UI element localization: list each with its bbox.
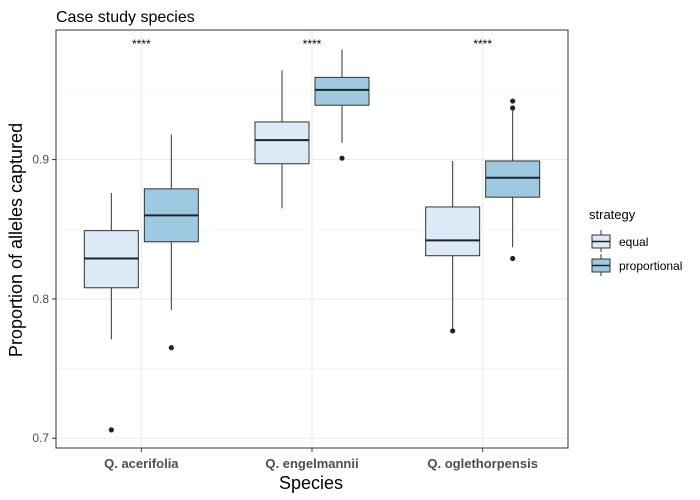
box-equal [254,121,310,165]
x-tick-label: Q. engelmannii [265,456,358,471]
x-tick-label: Q. acerifolia [104,456,179,471]
box-proportional [485,160,541,198]
outlier-point [450,328,456,334]
significance-label: **** [473,37,492,51]
box-equal [425,206,481,257]
outlier-point [108,427,114,433]
y-tick-label: 0.8 [32,292,49,306]
x-tick-label: Q. oglethorpensis [427,456,538,471]
significance-label: **** [303,37,322,51]
legend-label: proportional [619,259,682,273]
x-axis-title: Species [279,473,343,493]
legend: strategy equal proportional [589,207,682,276]
y-axis-title: Proportion of alleles captured [6,123,26,357]
outlier-point [168,345,174,351]
significance-label: **** [132,37,151,51]
outlier-point [339,155,345,161]
legend-title: strategy [589,207,636,222]
outlier-point [510,98,516,104]
y-tick-label: 0.9 [32,153,49,167]
legend-label: equal [619,235,648,249]
outlier-point [510,105,516,111]
y-tick-label: 0.7 [32,431,49,445]
box-proportional [314,76,370,106]
plot-area: **** **** **** 0.7 0.8 0.9 Q. acerifolia Q. eng… [32,29,569,471]
outlier-point [510,255,516,262]
chart-title: Case study species [56,9,195,26]
